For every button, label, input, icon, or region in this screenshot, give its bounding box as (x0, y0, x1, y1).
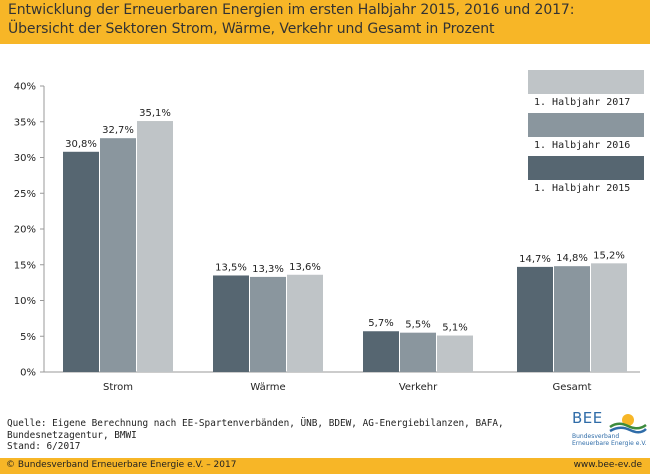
bee-logo-sub-1: Bundesverband (572, 433, 620, 440)
legend-label: 1. Halbjahr 2015 (534, 183, 630, 194)
bee-logo-sub-2: Erneuerbare Energie e.V. (572, 440, 647, 447)
y-tick-label: 0% (20, 368, 36, 379)
data-label: 13,5% (215, 262, 247, 273)
data-label: 13,6% (289, 262, 321, 273)
x-tick-label: Wärme (250, 382, 285, 393)
data-label: 13,3% (252, 264, 284, 275)
y-tick-label: 10% (14, 296, 36, 307)
sun-wave-icon (609, 414, 647, 434)
bar (517, 266, 553, 372)
bar (363, 331, 399, 372)
bar (213, 275, 249, 372)
x-tick-label: Gesamt (553, 382, 592, 393)
legend-swatch (528, 156, 644, 180)
source-date: Stand: 6/2017 (7, 441, 81, 452)
source-line-1: Quelle: Eigene Berechnung nach EE-Sparte… (7, 418, 504, 429)
source-note: Quelle: Eigene Berechnung nach EE-Sparte… (7, 418, 504, 453)
data-label: 14,7% (519, 254, 551, 265)
website-link[interactable]: www.bee-ev.de (573, 460, 642, 470)
bar (287, 274, 323, 372)
source-line-2: Bundesnetzagentur, BMWI (7, 429, 137, 441)
legend-swatch (528, 70, 644, 94)
bar (554, 266, 590, 372)
footer-bar: © Bundesverband Erneuerbare Energie e.V.… (0, 458, 650, 474)
data-label: 5,1% (442, 323, 467, 334)
bar (100, 138, 136, 372)
y-tick-label: 5% (20, 332, 36, 343)
legend-label: 1. Halbjahr 2016 (534, 140, 630, 151)
data-label: 32,7% (102, 125, 134, 136)
copyright: © Bundesverband Erneuerbare Energie e.V.… (6, 460, 237, 470)
bee-logo-text: BEE (572, 409, 603, 427)
bee-logo: BEE Bundesverband Erneuerbare Energie e.… (570, 409, 650, 457)
chart-title-line-1: Entwicklung der Erneuerbaren Energien im… (8, 2, 575, 18)
y-tick-label: 35% (14, 117, 36, 128)
bar (137, 121, 173, 372)
y-tick-label: 30% (14, 153, 36, 164)
bar (400, 332, 436, 372)
legend-label: 1. Halbjahr 2017 (534, 97, 630, 108)
data-label: 5,7% (368, 318, 393, 329)
y-tick-label: 20% (14, 225, 36, 236)
chart-title-line-2: Übersicht der Sektoren Strom, Wärme, Ver… (8, 21, 495, 37)
data-label: 14,8% (556, 253, 588, 264)
y-tick-label: 25% (14, 189, 36, 200)
bar (591, 263, 627, 372)
bee-logo-subtitle: Bundesverband Erneuerbare Energie e.V. (572, 433, 647, 447)
bar-chart: 0% 5% 10% 15% 20% 25% 30% 35% 40% Strom 30,8% 32,7%… (14, 70, 644, 393)
y-tick-label: 15% (14, 260, 36, 271)
title-banner: Entwicklung der Erneuerbaren Energien im… (0, 0, 650, 44)
data-label: 5,5% (405, 320, 430, 331)
x-tick-label: Strom (103, 382, 133, 393)
data-label: 35,1% (139, 108, 171, 119)
bar (250, 276, 286, 372)
legend-swatch (528, 113, 644, 137)
x-tick-label: Verkehr (399, 382, 438, 393)
y-tick-label: 40% (14, 82, 36, 93)
data-label: 15,2% (593, 250, 625, 261)
bar (63, 151, 99, 372)
bar (437, 335, 473, 372)
data-label: 30,8% (65, 139, 97, 150)
